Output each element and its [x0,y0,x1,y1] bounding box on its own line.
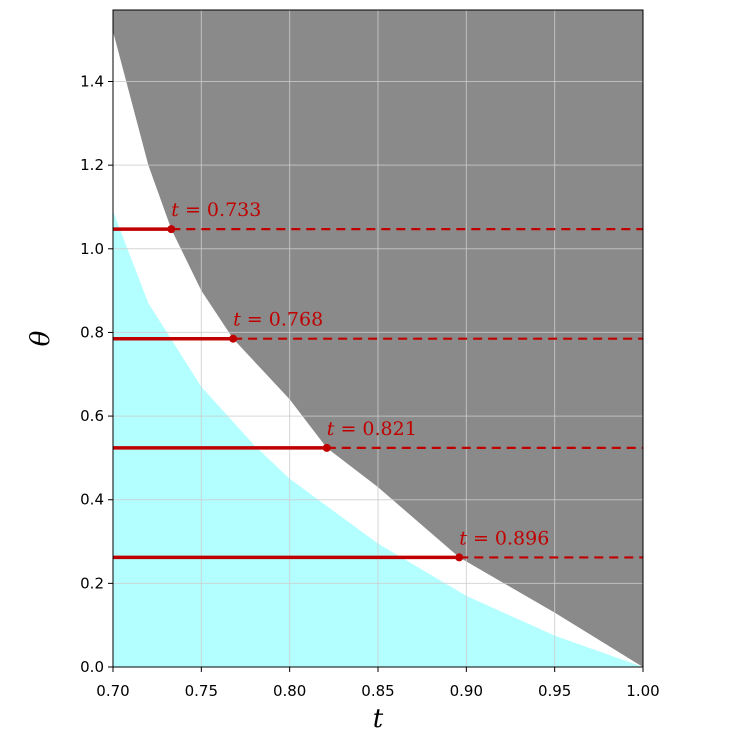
y-tick-label: 1.2 [80,156,104,174]
marker-label-value: = 0.768 [241,309,323,331]
x-tick-label: 0.90 [450,682,483,700]
x-tick-label: 0.85 [361,682,394,700]
plot-area [113,10,643,667]
marker-label-var: t [171,199,179,221]
y-axis-label: θ [26,330,56,346]
marker-label: t = 0.896 [459,527,549,549]
marker-label-value: = 0.896 [467,527,549,549]
marker-point [167,225,176,234]
y-tick-label: 1.4 [80,73,104,91]
x-tick-label: 0.70 [96,682,129,700]
marker-label: t = 0.768 [233,309,323,331]
y-tick-label: 0.2 [80,574,104,592]
marker-label-value: = 0.733 [179,199,261,221]
marker-label-var: t [233,309,241,331]
marker-label-var: t [459,527,467,549]
marker-point [229,334,238,343]
y-tick-label: 1.0 [80,240,104,258]
marker-label: t = 0.733 [171,199,261,221]
marker-label-var: t [327,418,335,440]
y-tick-label: 0.4 [80,491,104,509]
region-cyan [113,211,643,667]
x-tick-label: 0.95 [538,682,571,700]
y-tick-label: 0.8 [80,323,104,341]
y-tick-label: 0.6 [80,407,104,425]
marker-point [455,553,464,562]
marker-point [322,443,331,452]
x-axis-label: t [373,704,384,734]
x-tick-label: 0.80 [273,682,306,700]
marker-label: t = 0.821 [327,418,417,440]
x-tick-label: 1.00 [626,682,659,700]
y-tick-label: 0.0 [80,658,104,676]
x-tick-label: 0.75 [185,682,218,700]
marker-label-value: = 0.821 [334,418,416,440]
